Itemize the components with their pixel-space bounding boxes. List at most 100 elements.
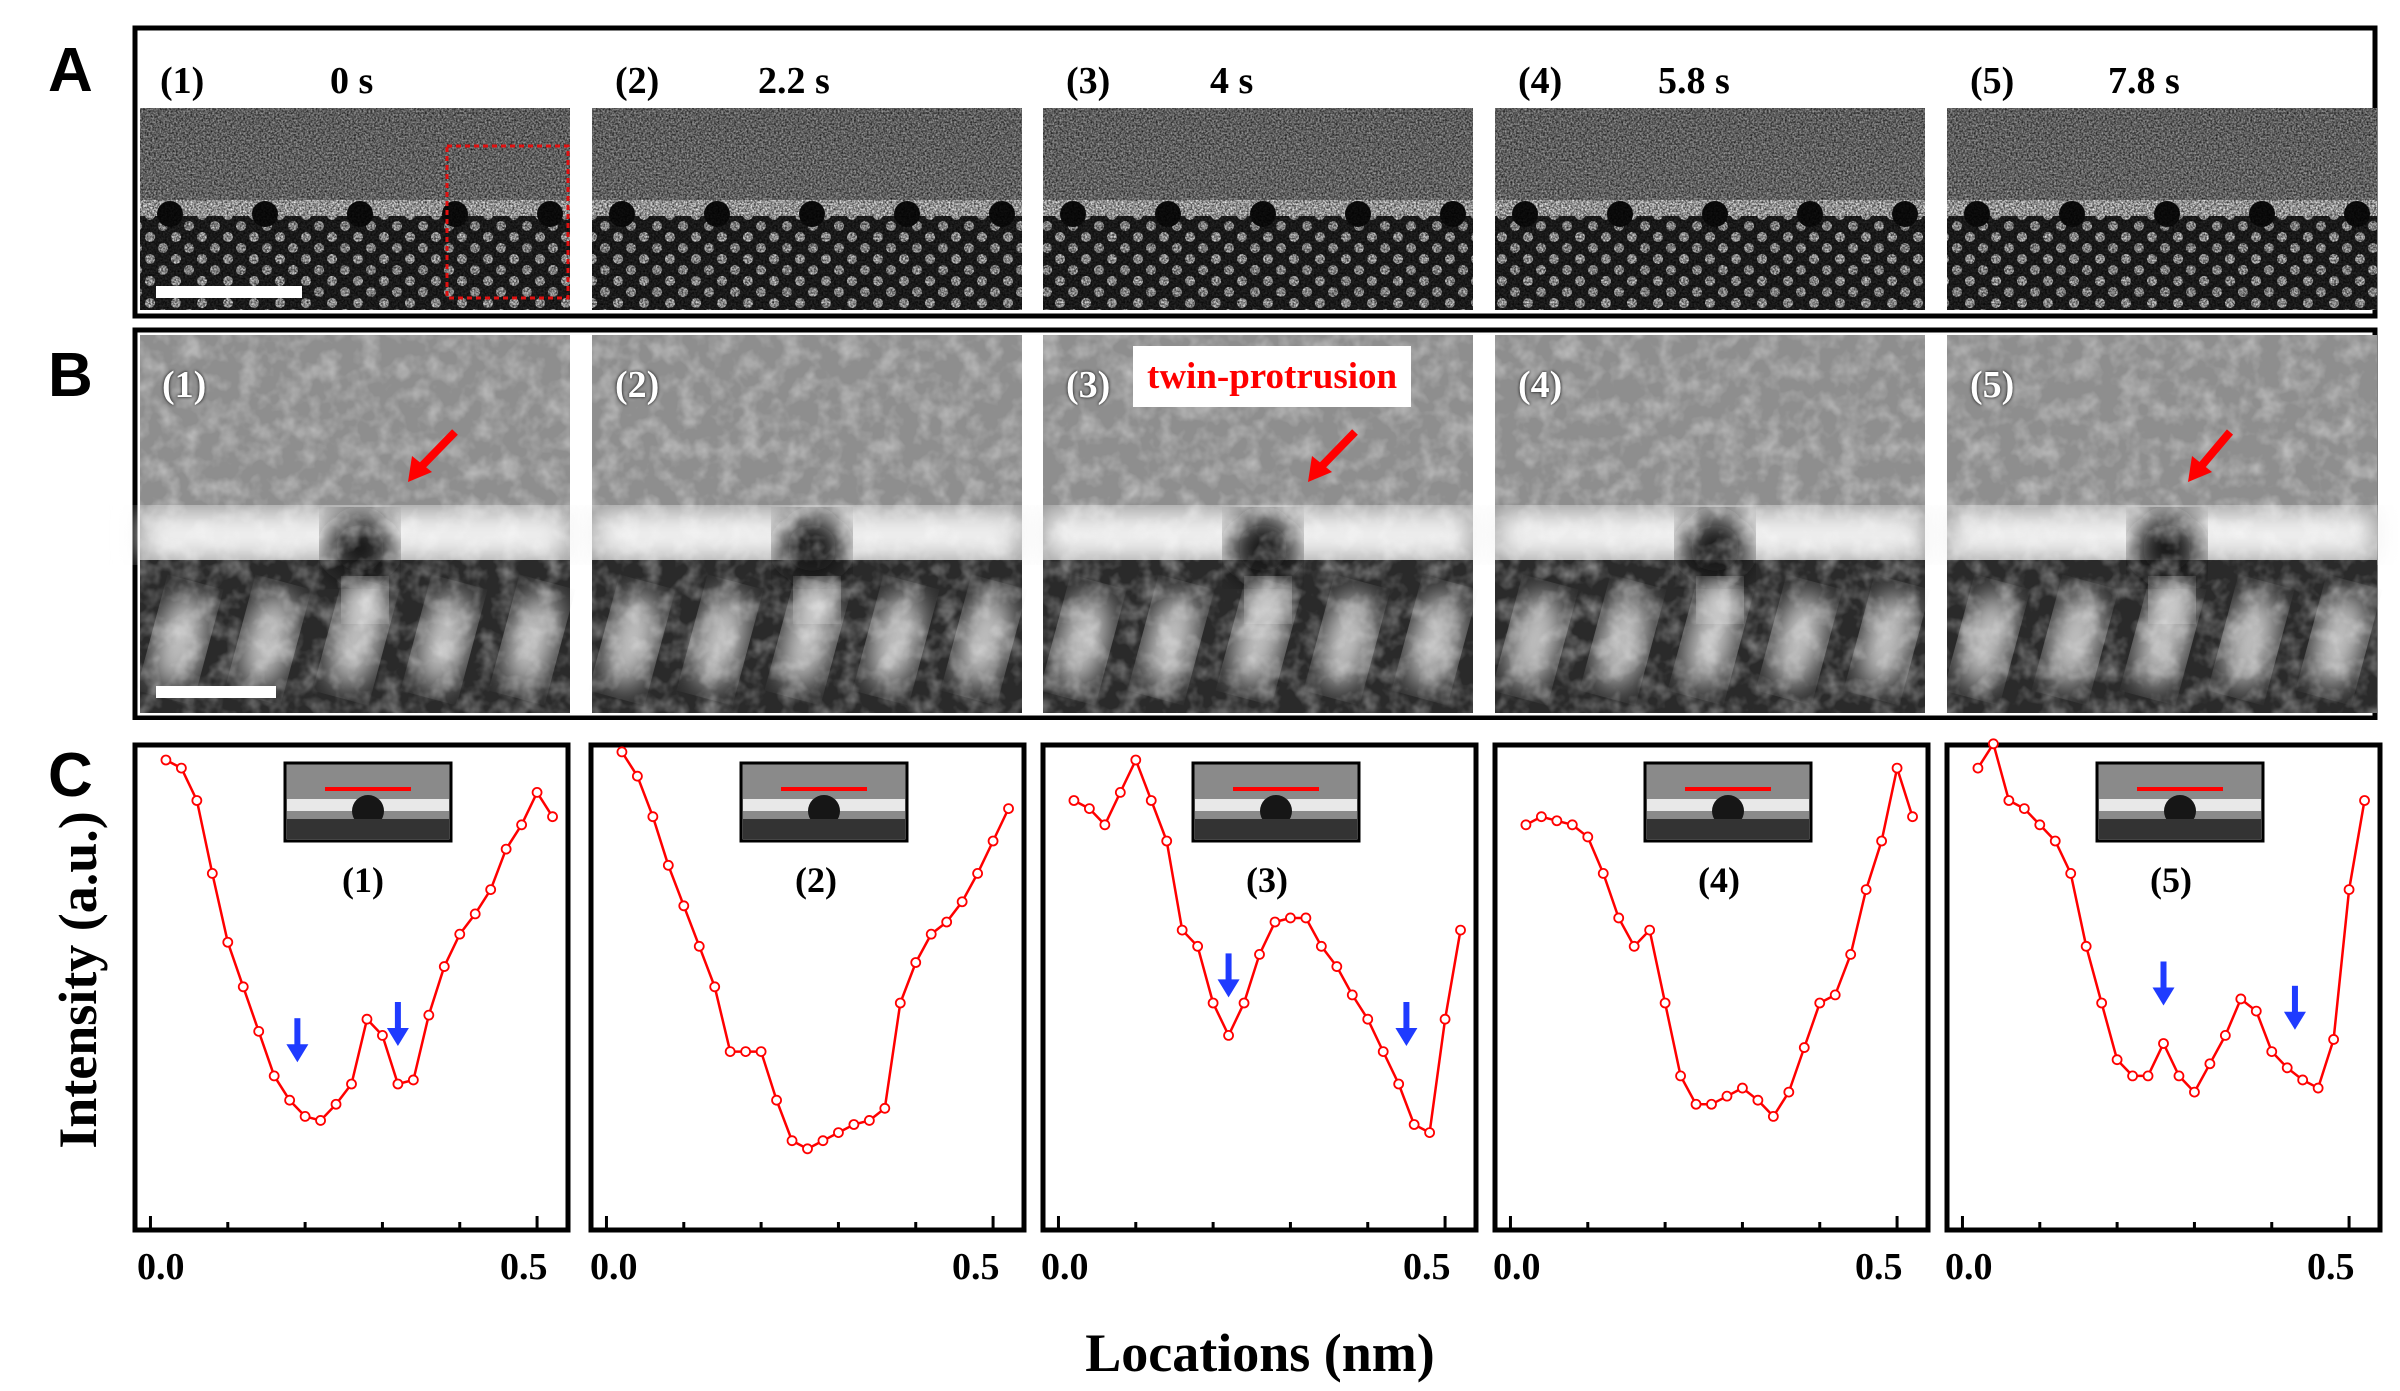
data-point (987, 835, 999, 847)
blue-arrow (2283, 985, 2306, 1030)
c4-tick-0: 0.0 (1493, 1246, 1541, 1288)
profile-chart-1 (132, 742, 571, 1233)
data-point (2018, 803, 2030, 814)
data-point (662, 859, 674, 871)
a-time-label-5: 7.8 s (2108, 60, 2180, 102)
blue-arrow (2152, 961, 2175, 1006)
data-point (547, 811, 558, 823)
data-point (407, 1074, 419, 1086)
a-image-4 (1495, 108, 1925, 310)
data-point (1644, 924, 1656, 936)
data-point (2096, 997, 2108, 1009)
data-point (469, 908, 481, 920)
data-point (941, 916, 953, 928)
data-point (1207, 997, 1219, 1009)
a-frame-label-2: (2) (615, 60, 660, 102)
data-point (1860, 884, 1872, 895)
panel-b (132, 327, 2378, 720)
c3-tick-0: 0.0 (1041, 1246, 1089, 1288)
a-image-5 (1947, 108, 2377, 310)
b-frame-label-4: (4) (1518, 364, 1563, 406)
data-point (755, 1046, 767, 1057)
data-point (2049, 835, 2061, 847)
data-point (1535, 811, 1547, 823)
data-point (1285, 912, 1296, 924)
blue-arrow (386, 1002, 409, 1046)
data-point (1424, 1127, 1436, 1138)
data-point (1377, 1046, 1389, 1057)
inset-thumbnail-1 (283, 761, 453, 843)
data-point (330, 1098, 342, 1110)
data-point (392, 1078, 404, 1090)
data-point (1690, 1098, 1702, 1110)
data-point (2312, 1082, 2324, 1094)
b-frame-label-5: (5) (1970, 364, 2015, 406)
data-point (1238, 997, 1250, 1009)
data-point (2281, 1062, 2293, 1074)
data-point (1597, 868, 1609, 879)
data-point (1003, 803, 1014, 814)
x-axis-label: Locations (nm) (1085, 1323, 1435, 1383)
data-point (2328, 1034, 2340, 1045)
profile-chart-2 (588, 742, 1027, 1233)
data-point (2219, 1030, 2231, 1041)
inset-thumbnail-2 (739, 761, 909, 843)
scale-bar-b (156, 686, 276, 698)
data-point (485, 884, 497, 895)
data-point (2189, 1086, 2200, 1098)
data-point (2142, 1070, 2154, 1082)
data-point (925, 928, 937, 940)
c2-tick-05: 0.5 (952, 1246, 1000, 1288)
data-point (438, 961, 450, 972)
c-panel-label-5: (5) (2150, 860, 2192, 900)
data-point (1891, 762, 1903, 774)
c4-tick-05: 0.5 (1855, 1246, 1903, 1288)
profile-line-4 (1525, 763, 1914, 1119)
data-point (1439, 1013, 1451, 1025)
data-point (1783, 1086, 1795, 1098)
data-point (1130, 754, 1142, 766)
twin-protrusion-label: twin-protrusion (1133, 346, 1412, 407)
data-point (2266, 1046, 2278, 1057)
data-point (1068, 795, 1080, 806)
c1-tick-0: 0.0 (137, 1246, 185, 1288)
data-point (1582, 831, 1594, 843)
data-point (2111, 1054, 2123, 1066)
data-point (1393, 1078, 1405, 1090)
data-point (1300, 912, 1312, 924)
data-point (454, 928, 466, 940)
b-frame-label-2: (2) (615, 364, 660, 406)
data-point (2235, 993, 2247, 1005)
a-image-1 (140, 108, 570, 310)
data-point (894, 997, 906, 1009)
data-point (346, 1078, 357, 1090)
data-point (740, 1046, 752, 1057)
a-frame-label-4: (4) (1518, 60, 1563, 102)
c-panel-label-4: (4) (1698, 860, 1740, 900)
panel-letter-a: A (48, 36, 93, 105)
c5-tick-05: 0.5 (2307, 1246, 2355, 1288)
data-point (724, 1046, 736, 1057)
profile-chart-5 (1944, 738, 2383, 1233)
data-point (647, 811, 659, 823)
data-point (175, 762, 187, 774)
data-point (268, 1070, 280, 1082)
data-point (1675, 1070, 1686, 1082)
c-panel-label-3: (3) (1246, 860, 1288, 900)
data-point (1315, 940, 1327, 952)
data-point (1987, 738, 1999, 750)
c2-tick-0: 0.0 (590, 1246, 638, 1288)
data-point (1613, 912, 1625, 924)
data-point (910, 957, 922, 968)
data-point (972, 868, 984, 879)
data-point (771, 1094, 782, 1106)
c-panel-label-2: (2) (795, 860, 837, 900)
red-arrow-2 (1308, 429, 1358, 482)
scale-bar-a (156, 286, 302, 298)
a-time-label-1: 0 s (330, 60, 374, 102)
data-point (206, 868, 218, 879)
data-point (1455, 924, 1466, 936)
data-point (2343, 884, 2355, 895)
c1-tick-05: 0.5 (500, 1246, 548, 1288)
